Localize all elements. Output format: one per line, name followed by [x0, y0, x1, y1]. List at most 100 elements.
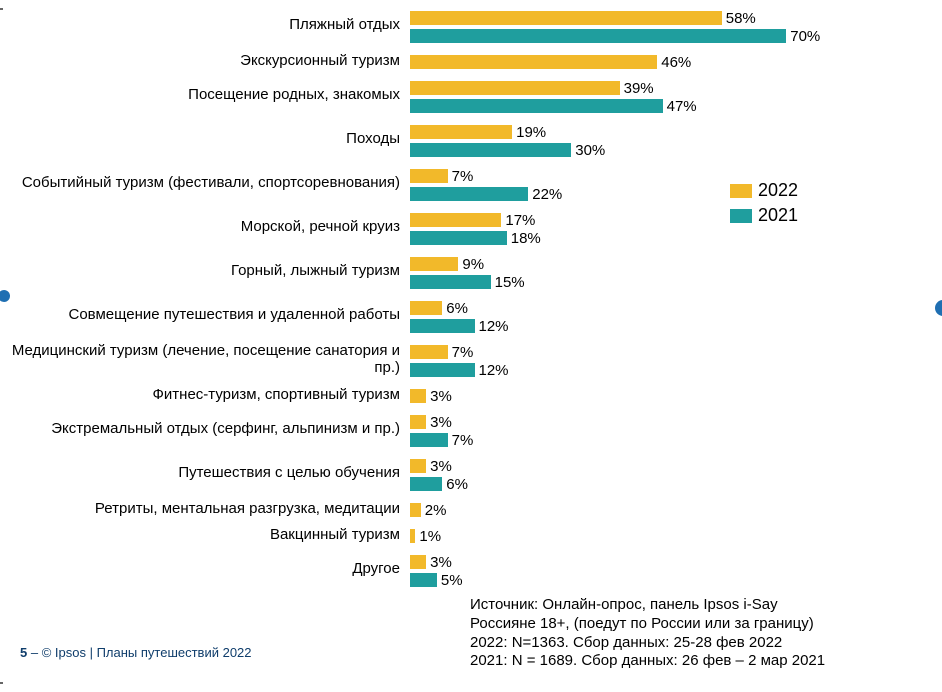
bar-2021	[410, 275, 491, 289]
bar-2022-wrap: 3%	[410, 458, 942, 474]
bar-group: 3%	[410, 388, 942, 404]
edge-tick	[0, 682, 3, 684]
bar-group: 17%18%	[410, 212, 942, 246]
bar-2022	[410, 213, 501, 227]
value-2022: 3%	[430, 388, 452, 405]
bar-2021-wrap: 5%	[410, 572, 942, 588]
bar-group: 6% 12%	[410, 300, 942, 334]
legend-item: 2021	[730, 205, 798, 226]
chart-row: Посещение родных, знакомых 39% 47%	[0, 80, 942, 114]
bar-group: 39% 47%	[410, 80, 942, 114]
chart-row: Медицинский туризм (лечение, посещение с…	[0, 344, 942, 378]
bar-2022	[410, 11, 722, 25]
bar-2022	[410, 345, 448, 359]
value-2021: 47%	[667, 98, 697, 115]
value-2022: 58%	[726, 10, 756, 27]
bar-2021	[410, 187, 528, 201]
value-2022: 17%	[505, 212, 535, 229]
category-label: Морской, речной круиз	[0, 212, 410, 242]
bar-2021-wrap: 7%	[410, 432, 942, 448]
chart-row: Событийный туризм (фестивали, спортсорев…	[0, 168, 942, 202]
page: Пляжный отдых 58% 70% Экскурсионный туризм4…	[0, 0, 942, 692]
category-label: Совмещение путешествия и удаленной работ…	[0, 300, 410, 330]
bar-2022	[410, 125, 512, 139]
bar-2021	[410, 231, 507, 245]
value-2022: 9%	[462, 256, 484, 273]
category-label: Путешествия с целью обучения	[0, 458, 410, 488]
bar-2022-wrap: 3%	[410, 388, 942, 404]
bar-2022	[410, 169, 448, 183]
bar-2021-wrap: 30%	[410, 142, 942, 158]
bar-2022-wrap: 9%	[410, 256, 942, 272]
bar-2022-wrap: 19%	[410, 124, 942, 140]
chart-row: Экскурсионный туризм46%	[0, 54, 942, 70]
source-line: 2021: N = 1689. Сбор данных: 26 фев – 2 …	[470, 652, 825, 671]
bar-group: 7% 22%	[410, 168, 942, 202]
bar-2022-wrap: 2%	[410, 502, 942, 518]
footer-left: 5 ‒ © Ipsos | Планы путешествий 2022	[20, 645, 252, 660]
bar-2021	[410, 363, 475, 377]
value-2022: 39%	[624, 80, 654, 97]
bar-2022	[410, 257, 458, 271]
bar-group: 7% 12%	[410, 344, 942, 378]
bar-group: 3%5%	[410, 554, 942, 588]
chart-row: Другое3%5%	[0, 554, 942, 588]
value-2021: 6%	[446, 476, 468, 493]
value-2022: 7%	[452, 344, 474, 361]
value-2021: 15%	[495, 274, 525, 291]
bar-2022	[410, 301, 442, 315]
value-2022: 7%	[452, 168, 474, 185]
category-label: Экстремальный отдых (серфинг, альпинизм …	[0, 414, 410, 444]
bar-2022	[410, 529, 415, 543]
value-2022: 3%	[430, 458, 452, 475]
bar-2022	[410, 389, 426, 403]
chart-row: Ретриты, ментальная разгрузка, медитации…	[0, 502, 942, 518]
value-2021: 18%	[511, 230, 541, 247]
chart-row: Морской, речной круиз17%18%	[0, 212, 942, 246]
footer-copy: © Ipsos | Планы путешествий 2022	[42, 645, 252, 660]
chart-row: Походы19%30%	[0, 124, 942, 158]
legend: 20222021	[730, 180, 798, 230]
bar-2021-wrap: 18%	[410, 230, 942, 246]
chart-row: Совмещение путешествия и удаленной работ…	[0, 300, 942, 334]
value-2022: 2%	[425, 502, 447, 519]
bar-group: 19%30%	[410, 124, 942, 158]
bar-2021-wrap: 47%	[410, 98, 942, 114]
category-label: Походы	[0, 124, 410, 154]
value-2021: 12%	[479, 362, 509, 379]
bar-2022-wrap: 7%	[410, 168, 942, 184]
chart-row: Пляжный отдых 58% 70%	[0, 10, 942, 44]
bar-2022-wrap: 3%	[410, 414, 942, 430]
bar-2021	[410, 477, 442, 491]
value-2021: 70%	[790, 28, 820, 45]
chart-row: Горный, лыжный туризм 9% 15%	[0, 256, 942, 290]
category-label: Пляжный отдых	[0, 10, 410, 40]
category-label: Горный, лыжный туризм	[0, 256, 410, 286]
legend-swatch	[730, 184, 752, 198]
bar-2021	[410, 573, 437, 587]
bar-2022-wrap: 1%	[410, 528, 942, 544]
bar-2021-wrap: 12%	[410, 318, 942, 334]
value-2022: 6%	[446, 300, 468, 317]
bar-2022-wrap: 7%	[410, 344, 942, 360]
bar-2022-wrap: 46%	[410, 54, 942, 70]
bar-2021	[410, 319, 475, 333]
value-2021: 22%	[532, 186, 562, 203]
source-note: Источник: Онлайн-опрос, панель Ipsos i-S…	[470, 596, 825, 671]
bar-2022-wrap: 58%	[410, 10, 942, 26]
bar-2022-wrap: 17%	[410, 212, 942, 228]
bar-2021	[410, 99, 663, 113]
chart-row: Экстремальный отдых (серфинг, альпинизм …	[0, 414, 942, 448]
edge-tick	[0, 8, 3, 10]
bar-2021	[410, 143, 571, 157]
value-2022: 46%	[661, 54, 691, 71]
bar-group: 2%	[410, 502, 942, 518]
bar-2022	[410, 415, 426, 429]
value-2022: 3%	[430, 554, 452, 571]
bar-2021-wrap: 22%	[410, 186, 942, 202]
bar-2021	[410, 29, 786, 43]
category-label: Фитнес-туризм, спортивный туризм	[0, 388, 410, 402]
legend-swatch	[730, 209, 752, 223]
value-2021: 12%	[479, 318, 509, 335]
category-label: Посещение родных, знакомых	[0, 80, 410, 110]
